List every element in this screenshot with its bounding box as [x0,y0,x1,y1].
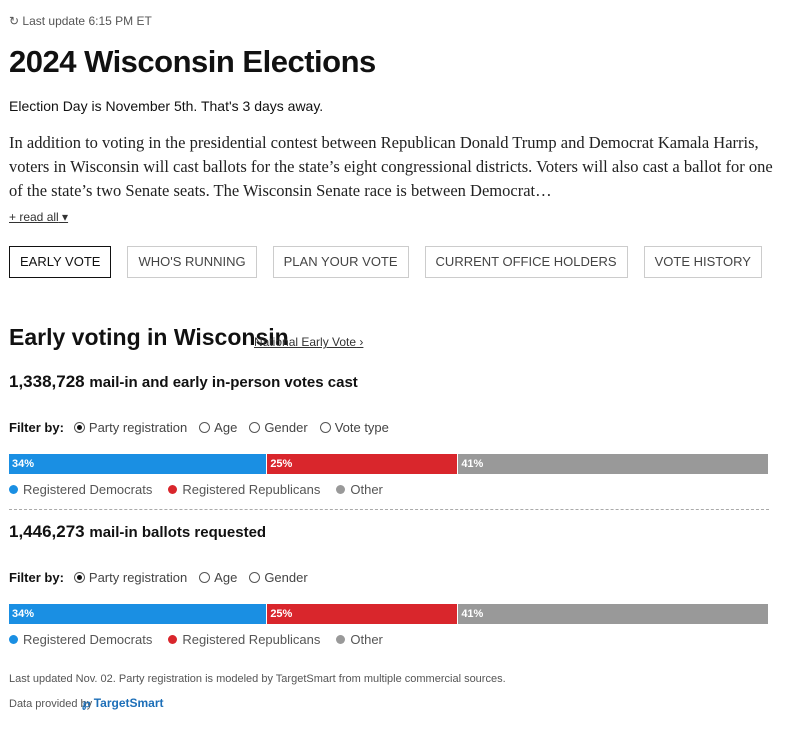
filter-option-label[interactable]: Party registration [88,420,188,435]
stacked-bar: 34% 25% 41% [9,604,769,624]
tab[interactable]: WHO'S RUNNING [127,246,257,278]
last-update-text: Last update 6:15 PM ET [22,14,152,28]
stacked-bar: 34% 25% 41% [9,454,769,474]
section-title: Early voting in Wisconsin [9,324,289,350]
legend-dot [168,635,178,644]
filter-option[interactable]: Gender [249,570,308,585]
tabs: EARLY VOTE WHO'S RUNNING PLAN YOUR VOTE CUR… [9,246,762,278]
filter-option[interactable]: Party registration [73,570,188,585]
tab[interactable]: EARLY VOTE [9,246,112,278]
tab[interactable]: PLAN YOUR VOTE [272,246,409,278]
bar-segment: 34% [9,604,268,624]
radio[interactable] [249,422,261,433]
radio[interactable] [73,572,85,583]
bar-segment: 25% [267,454,459,474]
legend: Registered Democrats Registered Republica… [9,632,383,647]
legend-dot [336,635,346,644]
page-title: 2024 Wisconsin Elections [9,44,376,79]
filter-label: Filter by: [9,420,64,435]
read-all-text[interactable]: + read all [9,210,59,224]
legend-dot [9,485,18,494]
segment-label: 34% [12,458,35,470]
filter-option[interactable]: Vote type [319,420,389,435]
filter-option-label[interactable]: Party registration [88,570,188,585]
bar-segment: 41% [458,604,769,624]
legend-dot [9,635,18,644]
legend-label: Registered Democrats [23,482,153,497]
legend-label: Registered Democrats [23,632,153,647]
section-link[interactable]: National Early Vote › [254,335,364,349]
segment-label: 41% [461,458,484,470]
divider [9,509,769,510]
tab[interactable]: VOTE HISTORY [643,246,762,278]
legend-label: Other [350,632,383,647]
segment-label: 34% [12,608,35,620]
radio[interactable] [249,572,261,583]
filter: Filter by: Party registration Age Gender Vot… [9,420,395,435]
count-text: mail-in and early in-person votes cast [89,374,358,391]
legend-item: Registered Republicans [168,482,320,497]
filter-option[interactable]: Age [199,420,237,435]
logo: ℘ TargetSmart [82,696,164,710]
radio[interactable] [199,572,211,583]
filter: Filter by: Party registration Age Gender [9,570,314,585]
filter-label: Filter by: [9,570,64,585]
provided-by: Data provided by [9,698,93,710]
segment-label: 41% [461,608,484,620]
segment-label: 25% [270,608,293,620]
logo-text: TargetSmart [93,696,164,710]
filter-option-label[interactable]: Age [214,420,238,435]
bar-segment: 34% [9,454,268,474]
filter-option-label[interactable]: Vote type [334,420,389,435]
last-update: ↻ Last update 6:15 PM ET [9,14,152,28]
bar-segment: 25% [267,604,459,624]
radio[interactable] [199,422,211,433]
count: 1,338,728 [9,372,85,391]
legend-item: Registered Republicans [168,632,320,647]
filter-option[interactable]: Party registration [73,420,188,435]
section-link-text[interactable]: National Early Vote [254,335,357,349]
radio[interactable] [73,422,85,433]
filter-option[interactable]: Gender [249,420,308,435]
filter-option-label[interactable]: Gender [264,570,308,585]
legend-item: Registered Democrats [9,632,152,647]
legend-item: Other [336,482,383,497]
count-line: 1,338,728 mail-in and early in-person vo… [9,372,358,392]
legend-label: Other [350,482,383,497]
legend-dot [336,485,346,494]
radio[interactable] [319,422,331,433]
legend: Registered Democrats Registered Republica… [9,482,383,497]
filter-option-label[interactable]: Gender [264,420,308,435]
legend-label: Registered Republicans [182,482,321,497]
bar-segment: 41% [458,454,769,474]
tab[interactable]: CURRENT OFFICE HOLDERS [424,246,628,278]
legend-dot [168,485,178,494]
read-all[interactable]: + read all ▾ [9,210,69,224]
legend-item: Other [336,632,383,647]
intro: In addition to voting in the presidentia… [9,133,773,200]
filter-option-label[interactable]: Age [214,570,238,585]
filter-option[interactable]: Age [199,570,237,585]
legend-label: Registered Republicans [182,632,321,647]
count: 1,446,273 [9,522,85,541]
count-text: mail-in ballots requested [89,524,267,541]
footnote: Last updated Nov. 02. Party registration… [9,673,506,685]
legend-item: Registered Democrats [9,482,152,497]
count-line: 1,446,273 mail-in ballots requested [9,522,266,542]
segment-label: 25% [270,458,293,470]
subtitle: Election Day is November 5th. That's 3 d… [9,98,324,114]
